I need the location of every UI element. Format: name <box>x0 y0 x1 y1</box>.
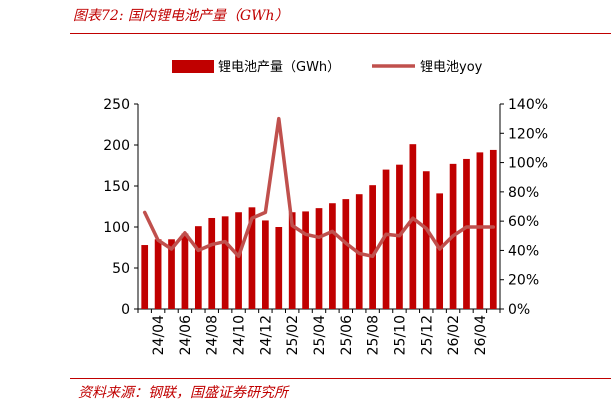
bar-24/12 <box>262 220 269 309</box>
bar-25/01 <box>275 227 283 309</box>
bar-26/05 <box>489 149 497 309</box>
yoy-point-25/12 <box>425 227 428 230</box>
yoy-point-25/02 <box>290 224 294 227</box>
x-tick-label: 26/02 <box>446 315 462 355</box>
bar-24/04 <box>154 239 162 309</box>
legend-swatch-bar <box>172 60 214 73</box>
bottom-rule <box>70 378 611 379</box>
bar-25/02 <box>288 212 296 309</box>
line-series <box>142 116 496 259</box>
yoy-point-25/11 <box>411 217 415 220</box>
yoy-point-26/02 <box>451 234 455 237</box>
y-right-tick-label: 100% <box>508 156 548 172</box>
x-tick-label: 25/10 <box>392 315 408 355</box>
yoy-point-24/12 <box>264 211 267 214</box>
yoy-point-24/07 <box>197 249 200 252</box>
x-tick-label: 25/12 <box>419 315 435 355</box>
bar-24/08 <box>208 217 216 309</box>
yoy-point-25/09 <box>384 233 388 236</box>
x-tick-label: 25/06 <box>339 315 355 355</box>
yoy-point-24/04 <box>156 238 160 242</box>
bar-26/01 <box>436 193 444 309</box>
figure-title: 图表72: 国内锂电池产量（GWh） <box>73 8 289 24</box>
y-left-tick-label: 100 <box>103 220 130 236</box>
yoy-point-24/10 <box>237 255 240 258</box>
x-tick-label: 25/04 <box>312 315 328 355</box>
yoy-point-24/08 <box>210 243 213 246</box>
x-tick-label: 24/06 <box>178 315 194 355</box>
yoy-point-25/07 <box>358 252 361 255</box>
bar-25/12 <box>422 171 430 309</box>
legend: 锂电池产量（GWh） 锂电池yoy <box>172 60 483 75</box>
yoy-point-24/06 <box>183 231 187 235</box>
legend-label-bar: 锂电池产量（GWh） <box>218 60 340 75</box>
yoy-point-25/08 <box>371 255 374 258</box>
bar-25/03 <box>302 211 309 309</box>
y-left-tick-label: 200 <box>103 138 130 154</box>
yoy-point-24/03 <box>143 211 146 214</box>
bar-24/10 <box>235 212 242 309</box>
x-tick-label: 26/04 <box>473 315 489 355</box>
bar-24/06 <box>181 233 189 309</box>
bar-24/05 <box>168 239 175 309</box>
bar-26/03 <box>463 158 470 309</box>
yoy-point-26/05 <box>492 225 495 229</box>
yoy-point-26/01 <box>438 247 441 251</box>
bar-25/05 <box>329 203 336 309</box>
y-right-tick-label: 60% <box>508 214 539 230</box>
bar-24/09 <box>221 216 229 309</box>
bar-series <box>141 144 497 309</box>
y-right-tick-label: 40% <box>508 243 539 259</box>
legend-label-line: 锂电池yoy <box>420 60 483 75</box>
yoy-point-25/10 <box>398 234 401 237</box>
yoy-point-24/05 <box>170 247 173 251</box>
yoy-point-25/04 <box>317 236 321 239</box>
source-note: 资料来源：钢联，国盛证券研究所 <box>78 385 288 401</box>
yoy-point-24/11 <box>250 217 254 220</box>
y-left-tick-label: 250 <box>103 97 130 113</box>
yoy-point-25/05 <box>331 230 334 233</box>
y-left-tick-label: 0 <box>121 302 130 318</box>
x-tick-label: 25/08 <box>366 315 382 355</box>
y-right-tick-label: 20% <box>508 273 539 289</box>
bar-25/06 <box>342 199 350 309</box>
y-right-tick-label: 80% <box>508 185 539 201</box>
yoy-point-25/03 <box>304 233 307 236</box>
y-left-tick-label: 150 <box>103 179 130 195</box>
yoy-point-25/06 <box>344 241 348 245</box>
y-right-tick-label: 0% <box>508 302 530 318</box>
x-tick-label: 25/02 <box>285 315 301 355</box>
y-left-tick-label: 50 <box>112 261 130 277</box>
y-right-tick-label: 120% <box>508 126 548 142</box>
chart: 锂电池产量（GWh） 锂电池yoy 0 50 100 150 200 250 0% 20% 40%… <box>103 60 548 355</box>
bar-26/04 <box>476 152 484 309</box>
bar-25/11 <box>409 144 417 309</box>
x-tick-label: 24/10 <box>232 315 248 355</box>
bar-24/07 <box>194 226 202 309</box>
yoy-point-26/04 <box>478 225 482 229</box>
yoy-point-26/03 <box>465 225 468 229</box>
x-tick-label: 24/08 <box>205 315 221 355</box>
x-tick-label: 24/12 <box>258 315 274 355</box>
x-tick-label: 24/04 <box>151 315 167 355</box>
y-right-tick-label: 140% <box>508 97 548 113</box>
bar-25/08 <box>369 185 376 309</box>
top-rule <box>70 33 611 34</box>
yoy-point-24/09 <box>223 240 227 243</box>
bar-25/09 <box>382 169 390 309</box>
bar-25/04 <box>315 208 323 309</box>
bar-24/11 <box>248 207 256 309</box>
yoy-point-25/01 <box>277 117 280 120</box>
bar-24/03 <box>141 245 149 309</box>
